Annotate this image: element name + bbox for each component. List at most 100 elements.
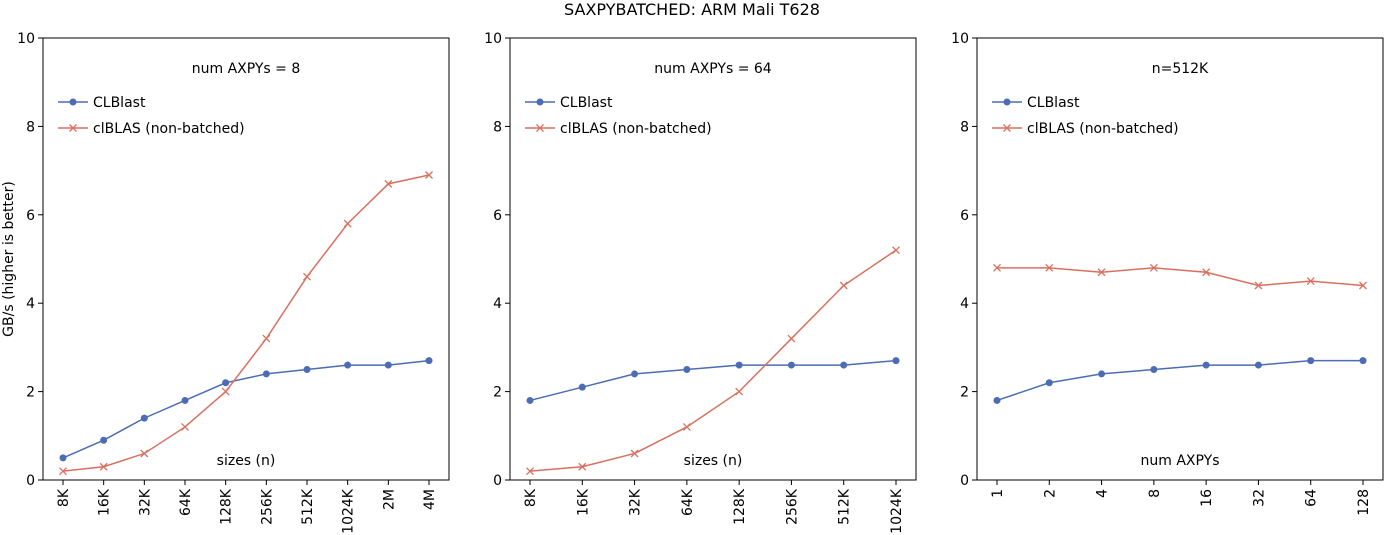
data-point xyxy=(892,246,900,255)
data-point xyxy=(735,361,743,369)
series-clblast xyxy=(993,357,1367,404)
data-point xyxy=(384,361,392,369)
series-line xyxy=(997,267,1364,287)
data-point xyxy=(526,396,534,404)
data-point xyxy=(59,467,67,476)
x-tick-label: 1024K xyxy=(889,488,905,534)
legend-marker xyxy=(69,98,77,106)
data-point xyxy=(222,379,230,387)
y-tick-label: 4 xyxy=(26,296,35,312)
y-tick-label: 0 xyxy=(26,473,35,489)
y-tick-label: 0 xyxy=(960,473,969,489)
legend-label: CLBlast xyxy=(560,95,613,111)
y-tick-label: 10 xyxy=(951,31,969,47)
y-tick-label: 8 xyxy=(493,119,502,135)
y-tick-label: 10 xyxy=(484,31,502,47)
data-point xyxy=(1045,379,1053,387)
data-point xyxy=(303,272,311,281)
data-point xyxy=(344,361,352,369)
data-point xyxy=(1045,263,1054,272)
data-point xyxy=(892,357,900,365)
data-point xyxy=(181,396,189,404)
data-point xyxy=(526,467,534,476)
data-point xyxy=(343,219,352,228)
figure-title: SAXPYBATCHED: ARM Mali T628 xyxy=(564,0,820,19)
x-tick-label: 256K xyxy=(259,488,275,525)
panel-annotation: num AXPYs = 64 xyxy=(654,61,772,77)
legend-label: clBLAS (non-batched) xyxy=(560,121,712,137)
y-axis-label: GB/s (higher is better) xyxy=(1,181,17,337)
x-tick-label: 32K xyxy=(628,488,644,516)
x-tick-label: 16K xyxy=(97,488,113,516)
x-tick-label: 8K xyxy=(523,488,539,507)
x-axis-label: sizes (n) xyxy=(684,453,743,469)
series-line xyxy=(529,359,897,402)
y-tick-label: 2 xyxy=(493,385,502,401)
panel-annotation: num AXPYs = 8 xyxy=(192,61,301,77)
y-tick-label: 0 xyxy=(493,473,502,489)
x-axis-label: sizes (n) xyxy=(217,453,276,469)
legend-marker xyxy=(1003,98,1011,106)
data-point xyxy=(425,357,433,365)
x-axis-label: num AXPYs xyxy=(1141,453,1220,469)
data-point xyxy=(683,366,691,373)
legend-marker xyxy=(536,124,544,132)
series-line xyxy=(529,249,897,472)
x-tick-label: 512K xyxy=(837,488,853,525)
y-tick-label: 6 xyxy=(493,208,502,224)
data-point xyxy=(262,334,271,343)
data-point xyxy=(839,281,848,290)
axes-frame xyxy=(976,37,1384,481)
legend-marker xyxy=(1003,124,1011,132)
x-tick-label: 16 xyxy=(1199,489,1215,507)
data-point xyxy=(1202,361,1210,369)
x-tick-label: 1 xyxy=(990,489,1006,498)
data-point xyxy=(735,387,744,396)
panel-annotation: n=512K xyxy=(1152,61,1209,77)
data-point xyxy=(262,370,270,378)
data-point xyxy=(181,423,189,431)
x-tick-label: 512K xyxy=(300,488,316,525)
data-point xyxy=(59,454,67,462)
data-point xyxy=(1150,366,1158,373)
x-tick-label: 32K xyxy=(137,488,153,516)
data-point xyxy=(99,462,108,471)
legend-label: CLBlast xyxy=(93,95,146,111)
data-point xyxy=(631,370,639,378)
data-point xyxy=(1254,361,1262,369)
legend-marker xyxy=(536,98,544,106)
data-point xyxy=(1359,357,1367,365)
legend: CLBlast clBLAS (non-batched) xyxy=(525,95,712,137)
data-point xyxy=(840,361,848,369)
x-tick-label: 32 xyxy=(1251,489,1267,507)
y-tick-label: 4 xyxy=(493,296,502,312)
y-tick-label: 2 xyxy=(960,385,969,401)
legend-label: clBLAS (non-batched) xyxy=(1027,121,1179,137)
axes-frame xyxy=(42,37,450,481)
series-line xyxy=(996,359,1363,402)
x-tick-label: 128 xyxy=(1356,489,1372,516)
series-clblas xyxy=(993,263,1367,290)
data-point xyxy=(787,334,796,343)
y-tick-label: 8 xyxy=(960,119,969,135)
data-point xyxy=(1254,281,1263,290)
data-point xyxy=(1202,268,1211,277)
data-point xyxy=(1359,281,1367,290)
x-tick-label: 4M xyxy=(422,489,438,510)
data-point xyxy=(1097,268,1106,277)
x-tick-label: 64 xyxy=(1304,489,1320,507)
data-point xyxy=(993,263,1001,272)
x-tick-label: 64K xyxy=(178,488,194,516)
y-tick-label: 2 xyxy=(26,385,35,401)
data-point xyxy=(682,423,691,431)
series-line xyxy=(62,174,430,472)
data-point xyxy=(425,171,433,179)
data-point xyxy=(1306,277,1315,286)
legend: CLBlast clBLAS (non-batched) xyxy=(992,95,1179,137)
legend: CLBlast clBLAS (non-batched) xyxy=(58,95,245,137)
data-point xyxy=(1098,370,1106,378)
series-clblas xyxy=(526,246,900,476)
x-tick-label: 64K xyxy=(680,488,696,516)
data-point xyxy=(221,387,230,396)
